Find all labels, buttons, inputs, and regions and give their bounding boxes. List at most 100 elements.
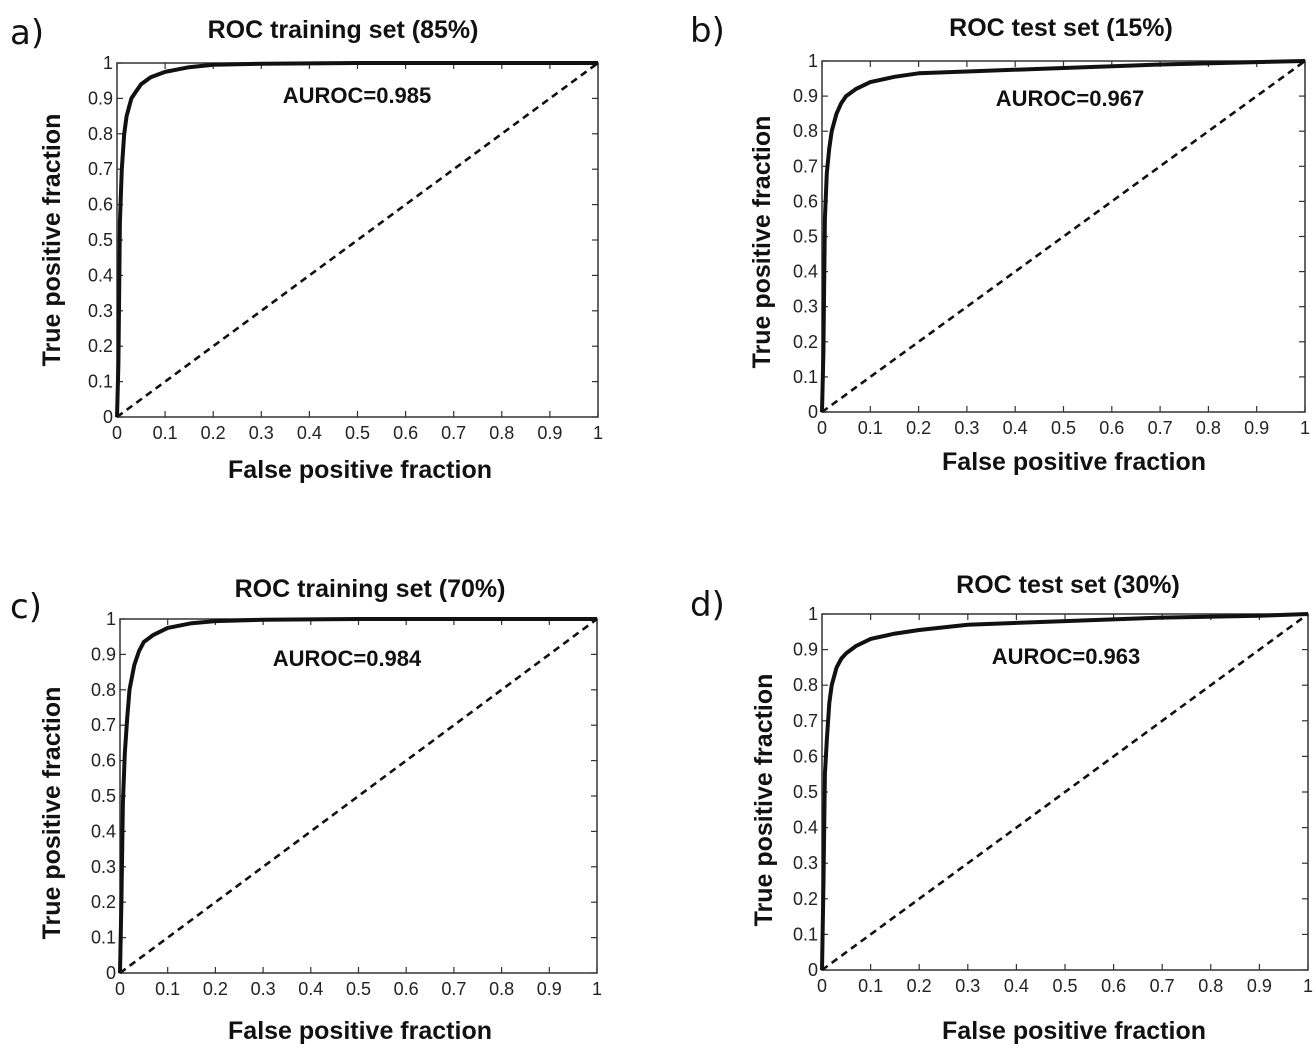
x-axis-label: False positive fraction [942,1017,1206,1045]
x-tick-label: 0.1 [858,976,883,996]
roc-curve-line [820,612,1309,971]
x-tick-label: 1 [593,423,603,443]
y-tick-label: 0.1 [91,928,116,948]
x-tick-label: 0.4 [297,423,322,443]
roc-panel: d) ROC test set (30%) 0 0.1 0.2 0.3 0.4 0.5 0.6 0… [690,571,1313,1045]
x-tick-label: 0.3 [954,418,979,438]
y-tick-label: 0.2 [91,892,116,912]
chance-diagonal-line [119,617,598,975]
x-tick-label: 0.3 [251,979,276,999]
y-tick-label: 0 [103,407,113,427]
y-tick-label: 0.8 [88,124,113,144]
x-tick-label: 0.2 [201,423,226,443]
panel-label: b) [690,11,725,51]
x-axis-label: False positive fraction [228,1017,492,1045]
chance-diagonal-line [116,61,599,419]
x-tick-label: 0.8 [489,423,514,443]
y-tick-label: 0.3 [793,853,818,873]
chart-title: ROC training set (70%) [235,575,506,603]
y-tick-label: 1 [106,609,116,629]
x-tick-label: 0.7 [1148,418,1173,438]
y-tick-label: 0.7 [793,711,818,731]
x-tick-label: 0.6 [1101,976,1126,996]
x-tick-label: 0.1 [155,979,180,999]
panel-label: d) [690,585,725,625]
x-tick-label: 0.9 [537,979,562,999]
x-tick-label: 0.4 [298,979,323,999]
y-axis-label: True positive fraction [750,674,778,927]
y-tick-label: 0.1 [793,924,818,944]
chance-diagonal-line [821,59,1306,414]
y-tick-label: 0 [106,963,116,983]
y-tick-label: 0.3 [88,301,113,321]
chart-title: ROC test set (15%) [949,14,1173,42]
panel-label: c) [10,587,42,627]
y-tick-label: 0.5 [88,230,113,250]
auroc-annotation: AUROC=0.963 [992,644,1141,669]
y-tick-label: 0.5 [793,227,818,247]
x-tick-label: 0.8 [1196,418,1221,438]
y-tick-label: 1 [103,53,113,73]
y-tick-label: 1 [808,604,818,624]
roc-curve-line [118,617,597,974]
x-tick-label: 0.4 [1003,418,1028,438]
panel-label: a) [10,13,44,53]
x-tick-label: 0.6 [394,979,419,999]
x-axis-label: False positive fraction [228,456,492,484]
y-tick-label: 0.7 [88,159,113,179]
y-tick-label: 0.4 [88,265,113,285]
x-tick-label: 0.1 [153,423,178,443]
chart-title: ROC training set (85%) [208,16,479,44]
x-tick-label: 0.7 [441,979,466,999]
y-tick-label: 0.1 [793,367,818,387]
y-tick-label: 0.3 [793,297,818,317]
y-tick-label: 0.7 [91,715,116,735]
y-tick-label: 0.4 [91,821,116,841]
x-tick-label: 0.8 [1198,976,1223,996]
auroc-annotation: AUROC=0.985 [283,83,432,108]
roc-curve-line [820,59,1306,413]
y-tick-label: 0.5 [91,786,116,806]
x-tick-label: 0.1 [858,418,883,438]
x-tick-label: 0.9 [537,423,562,443]
x-tick-label: 0.8 [489,979,514,999]
y-tick-label: 0.2 [793,332,818,352]
y-axis-label: True positive fraction [38,687,66,940]
x-tick-label: 0 [817,976,827,996]
x-tick-label: 0.5 [1051,418,1076,438]
roc-curve-line [115,61,598,418]
x-tick-label: 0.7 [441,423,466,443]
y-tick-label: 0.5 [793,782,818,802]
x-tick-label: 0.7 [1150,976,1175,996]
x-tick-label: 0.5 [346,979,371,999]
x-tick-label: 0.9 [1244,418,1269,438]
x-tick-label: 0 [112,423,122,443]
y-tick-label: 0.9 [793,86,818,106]
x-tick-label: 0.2 [907,976,932,996]
chance-diagonal-line [821,612,1309,972]
roc-panel: a) ROC training set (85%) 0 0.1 0.2 0.3 0.4 0.5… [10,13,603,484]
x-tick-label: 1 [1303,976,1313,996]
y-tick-label: 0.6 [88,195,113,215]
y-tick-label: 0.4 [793,818,818,838]
y-tick-label: 0 [808,402,818,422]
x-tick-label: 0.3 [249,423,274,443]
y-tick-label: 0.4 [793,262,818,282]
x-tick-label: 1 [592,979,602,999]
y-tick-label: 0.6 [91,751,116,771]
x-tick-label: 0.2 [203,979,228,999]
auroc-annotation: AUROC=0.967 [996,86,1145,111]
y-tick-label: 0.6 [793,746,818,766]
y-tick-label: 0.1 [88,372,113,392]
y-tick-label: 0.9 [88,88,113,108]
auroc-annotation: AUROC=0.984 [273,646,422,671]
x-tick-label: 0.5 [1052,976,1077,996]
y-tick-label: 0 [808,960,818,980]
x-tick-label: 0.9 [1247,976,1272,996]
x-tick-label: 0.5 [345,423,370,443]
roc-panel: c) ROC training set (70%) 0 0.1 0.2 0.3 0.4 0.5… [10,575,602,1045]
x-axis-label: False positive fraction [942,448,1206,476]
x-tick-label: 0.3 [955,976,980,996]
y-tick-label: 0.2 [88,336,113,356]
